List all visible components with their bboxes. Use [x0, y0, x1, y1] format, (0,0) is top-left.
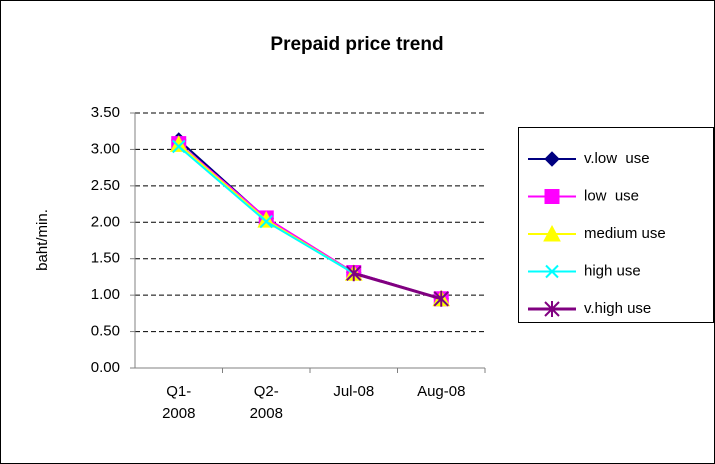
marker — [543, 224, 561, 242]
marker — [259, 214, 273, 229]
y-tick-label: 2.50 — [91, 177, 120, 194]
y-tick-label: 0.00 — [91, 359, 120, 376]
marker — [172, 139, 186, 154]
y-axis-label: baht/min. — [34, 209, 51, 271]
marker — [433, 290, 449, 307]
marker — [544, 301, 560, 317]
y-tick-label: 0.50 — [91, 323, 120, 340]
x-tick-label: Q2-2008 — [249, 383, 283, 422]
legend-label: v.high use — [584, 300, 651, 317]
marker — [544, 189, 560, 204]
y-tick-label: 2.00 — [91, 213, 120, 230]
chart-title: Prepaid price trend — [270, 34, 443, 55]
y-tick-label: 1.50 — [91, 250, 120, 267]
x-tick-label: Aug-08 — [417, 383, 466, 400]
y-tick-label: 3.50 — [91, 104, 120, 121]
legend-label: medium use — [584, 225, 666, 242]
y-tick-label: 1.00 — [91, 286, 120, 303]
x-tick-label: Jul-08 — [333, 383, 375, 400]
y-tick-label: 3.00 — [91, 140, 120, 157]
marker — [346, 265, 362, 282]
marker — [544, 151, 560, 167]
legend-label: v.low use — [584, 150, 650, 167]
legend-label: high use — [584, 262, 641, 279]
marker — [545, 264, 559, 279]
series-line — [353, 271, 442, 301]
x-tick-label: Q1-2008 — [162, 383, 196, 422]
legend-label: low use — [584, 187, 639, 204]
